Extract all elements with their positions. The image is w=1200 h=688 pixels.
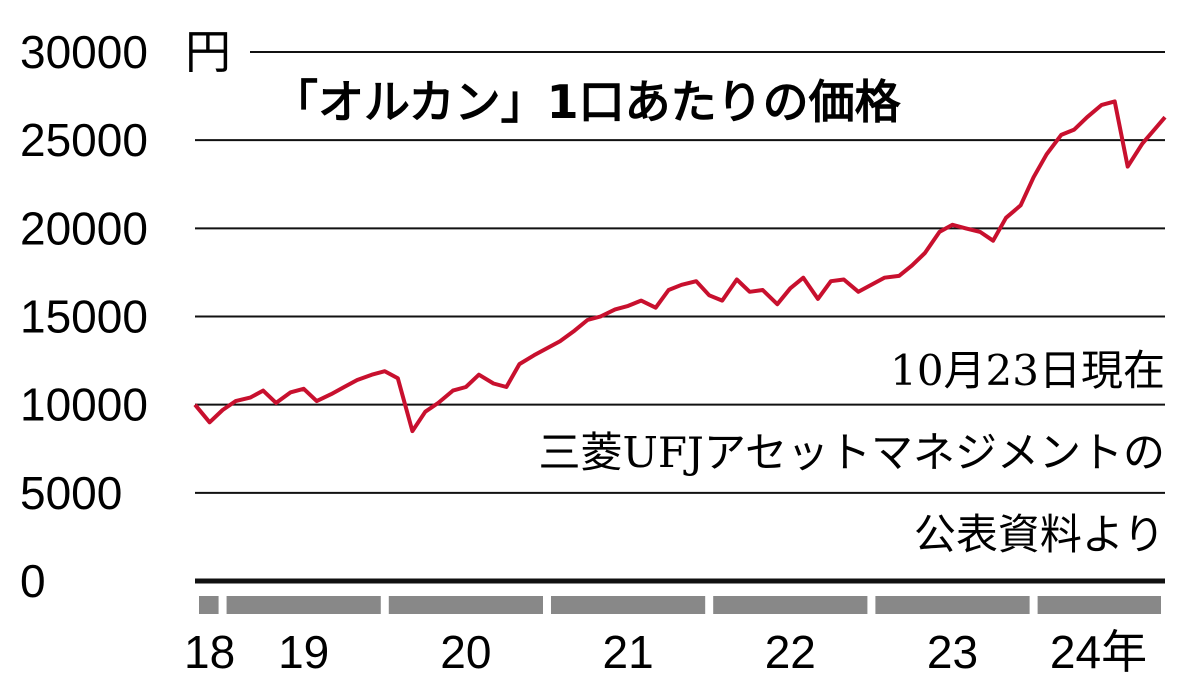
y-tick-label: 15000 xyxy=(20,291,148,343)
x-tick-label: 20 xyxy=(440,626,491,678)
y-tick-label: 20000 xyxy=(20,202,148,254)
year-band xyxy=(199,596,219,614)
annotation: 公表資料より xyxy=(914,510,1165,559)
y-tick-label: 5000 xyxy=(20,467,122,519)
year-band xyxy=(226,596,381,614)
y-tick-label: 30000 xyxy=(20,26,148,78)
year-band xyxy=(713,596,868,614)
y-unit: 円 xyxy=(185,26,231,78)
year-band xyxy=(1037,596,1161,614)
price-line xyxy=(193,99,1167,434)
y-tick-label: 0 xyxy=(20,555,46,607)
x-tick-label: 23 xyxy=(927,626,978,678)
y-tick-label: 25000 xyxy=(20,114,148,166)
x-tick-label: 21 xyxy=(603,626,654,678)
y-tick-label: 10000 xyxy=(20,379,148,431)
x-tick-label: 18 xyxy=(184,626,235,678)
year-band xyxy=(875,596,1030,614)
year-band xyxy=(388,596,543,614)
annotation: 10月23日現在 xyxy=(890,346,1165,395)
chart-title: 「オルカン」1口あたりの価格 xyxy=(272,75,902,129)
x-tick-label: 24年 xyxy=(1050,626,1147,678)
x-tick-label: 22 xyxy=(765,626,816,678)
annotation: 三菱UFJアセットマネジメントの xyxy=(538,428,1165,477)
x-tick-label: 19 xyxy=(278,626,329,678)
year-band xyxy=(550,596,706,614)
